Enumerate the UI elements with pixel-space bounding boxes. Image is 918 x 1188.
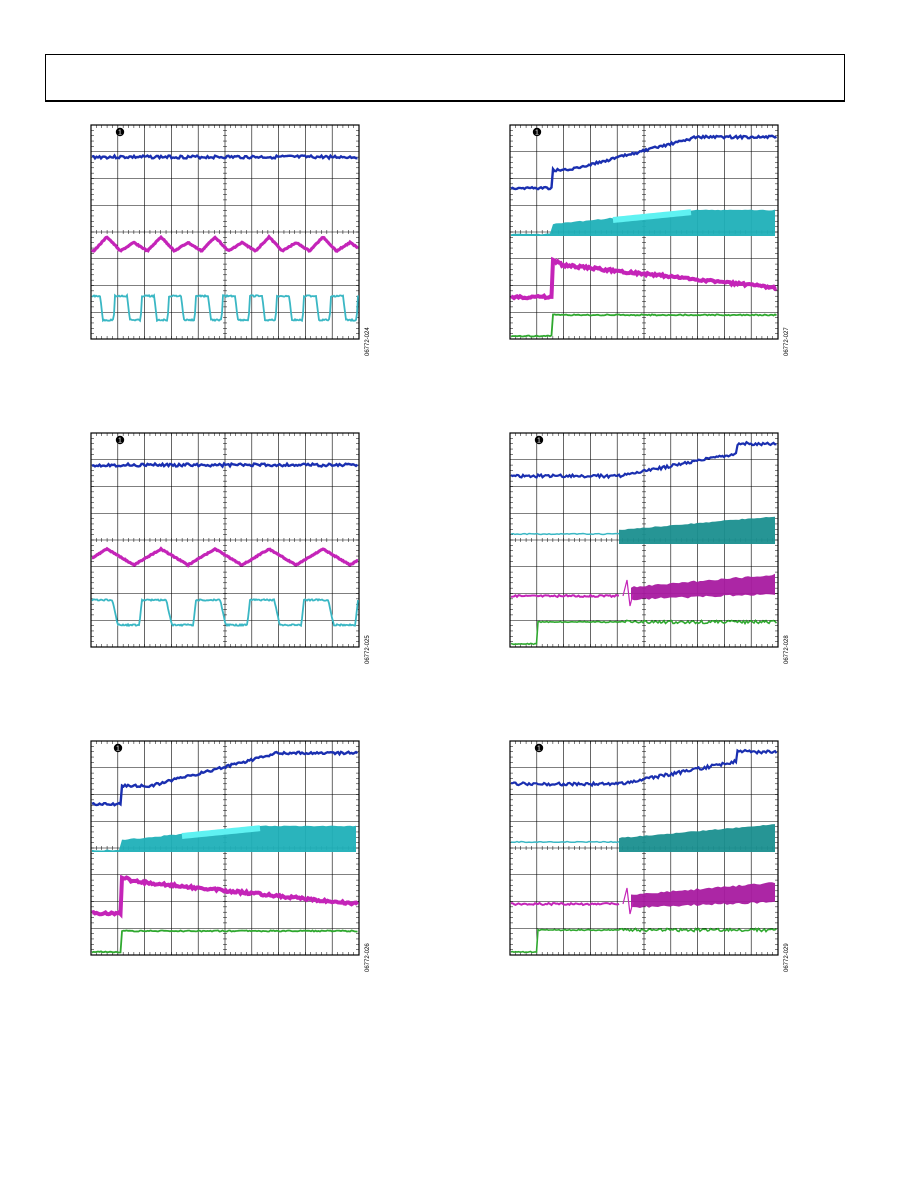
oscilloscope-plot-2: 1 [509, 124, 781, 342]
trigger-marker: 1 [534, 435, 544, 445]
channel-3-trace [510, 901, 620, 907]
scope-screen: 1 [509, 432, 779, 648]
channel-1-trace [91, 750, 359, 807]
trigger-marker: 1 [534, 743, 544, 753]
figure-id-4: 06772-028 [784, 635, 790, 664]
figure-id-6: 06772-029 [784, 943, 790, 972]
oscilloscope-plot-3: 1 [90, 432, 362, 650]
channel-2-trace [510, 532, 619, 536]
page-header-box [45, 54, 845, 102]
svg-text:1: 1 [537, 746, 541, 753]
channel-1-trace [91, 153, 358, 161]
channel-2-trace [91, 292, 359, 323]
channel-1-trace [91, 461, 359, 469]
channel-1-trace [511, 748, 778, 788]
svg-text:1: 1 [535, 130, 539, 137]
channel-3-trace [91, 874, 360, 919]
figure-id-1: 06772-024 [365, 327, 371, 356]
scope-screen: 1 [509, 124, 779, 340]
svg-text:1: 1 [118, 438, 122, 445]
channel-3-spike [622, 887, 634, 915]
svg-text:1: 1 [116, 746, 120, 753]
channel-4-trace [510, 619, 778, 646]
oscilloscope-plot-5: 1 [90, 740, 362, 958]
channel-3-trace [510, 593, 620, 599]
oscilloscope-plot-4: 1 [509, 432, 781, 650]
trigger-marker: 1 [532, 127, 542, 137]
figure-id-3: 06772-025 [365, 635, 371, 664]
figure-id-2: 06772-027 [784, 327, 790, 356]
channel-2-highlight [181, 825, 261, 839]
channel-2-trace [510, 840, 620, 844]
channel-1-trace [510, 440, 777, 480]
channel-1-trace [510, 134, 778, 191]
trigger-marker: 1 [115, 435, 125, 445]
trigger-marker: 1 [113, 743, 123, 753]
scope-screen: 1 [90, 740, 360, 956]
oscilloscope-plot-1: 1 [90, 124, 362, 342]
channel-3-spike [622, 579, 634, 607]
trigger-marker: 1 [115, 127, 125, 137]
scope-screen: 1 [90, 432, 360, 648]
figure-id-5: 06772-026 [365, 943, 371, 972]
channel-3-trace [510, 256, 778, 301]
channel-2-trace [91, 598, 359, 628]
channel-2-band [511, 209, 775, 236]
channel-4-trace [91, 929, 358, 954]
channel-2-band [92, 825, 356, 852]
svg-text:1: 1 [118, 130, 122, 137]
scope-screen: 1 [90, 124, 360, 340]
channel-3-trace [92, 546, 359, 568]
channel-3-band [631, 573, 775, 601]
channel-2-highlight [612, 209, 692, 223]
channel-4-trace [510, 927, 777, 954]
channel-2-band [619, 824, 775, 852]
scope-screen: 1 [509, 740, 779, 956]
channel-4-trace [510, 313, 777, 338]
oscilloscope-plot-6: 1 [509, 740, 781, 958]
channel-2-band [619, 516, 775, 544]
svg-text:1: 1 [537, 438, 541, 445]
channel-3-band [631, 882, 775, 908]
channel-3-trace [90, 234, 359, 253]
